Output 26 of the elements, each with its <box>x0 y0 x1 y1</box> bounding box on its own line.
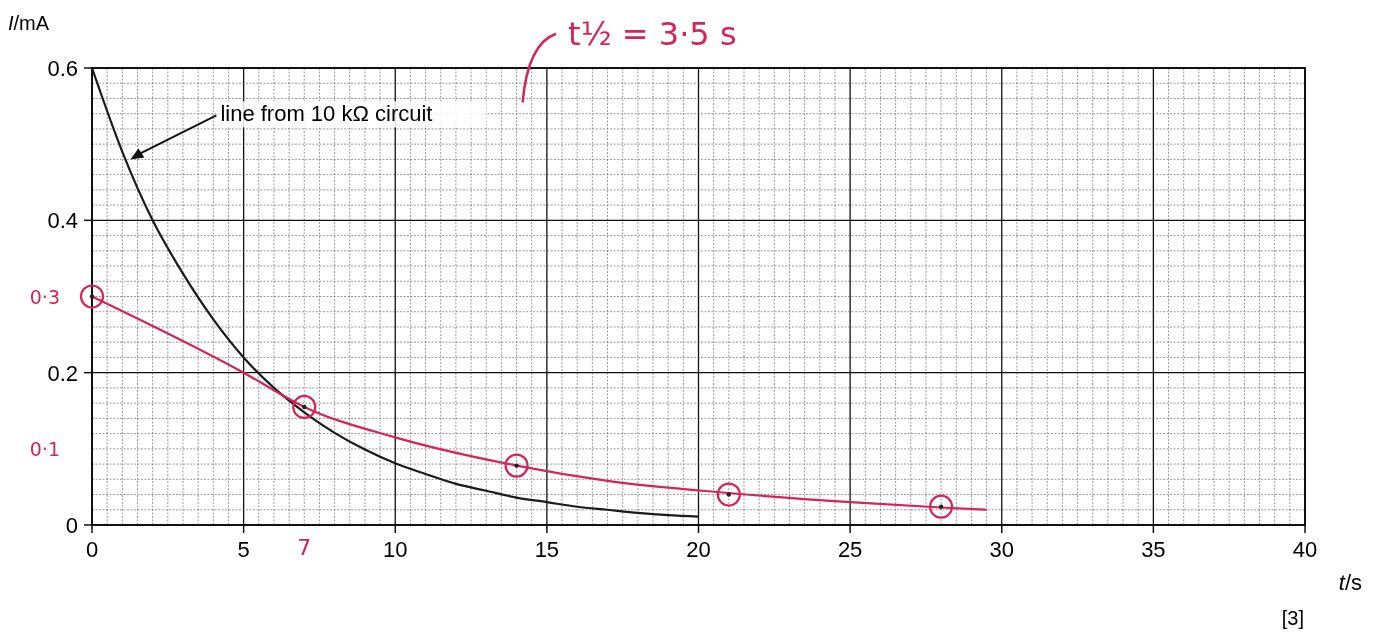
x-tick-label: 30 <box>989 537 1014 562</box>
point <box>79 284 105 309</box>
y-tick-label: 0.4 <box>47 208 78 234</box>
point <box>716 482 741 507</box>
text: [3] <box>1281 607 1304 629</box>
x-tick-label: 15 <box>534 537 560 562</box>
x-tick-label: 0 <box>85 537 99 562</box>
x-tick-label: 5 <box>237 537 250 562</box>
x-tick-label: 10 <box>383 537 408 562</box>
x-axis-title: t/s <box>1338 570 1362 595</box>
x-tick-label: 25 <box>837 537 863 562</box>
annotation: line from 10 kΩ circuit <box>220 101 433 127</box>
x-tick-label: 20 <box>686 537 711 562</box>
text: 0·1 <box>29 437 60 460</box>
point <box>504 453 529 478</box>
x-tick-label: 40 <box>1292 537 1318 562</box>
y-tick-label: 0.2 <box>47 360 78 386</box>
text: 7 <box>297 535 312 560</box>
y-tick-label: 0.6 <box>47 56 78 81</box>
text: t½ = 3·5 s <box>568 15 737 54</box>
annotation: 0·3 <box>29 285 60 308</box>
point <box>929 494 954 519</box>
y-tick-label: 0 <box>65 513 78 538</box>
y-axis-title: I/mA <box>8 12 50 34</box>
point <box>292 394 317 420</box>
x-tick-label: 35 <box>1141 537 1166 562</box>
